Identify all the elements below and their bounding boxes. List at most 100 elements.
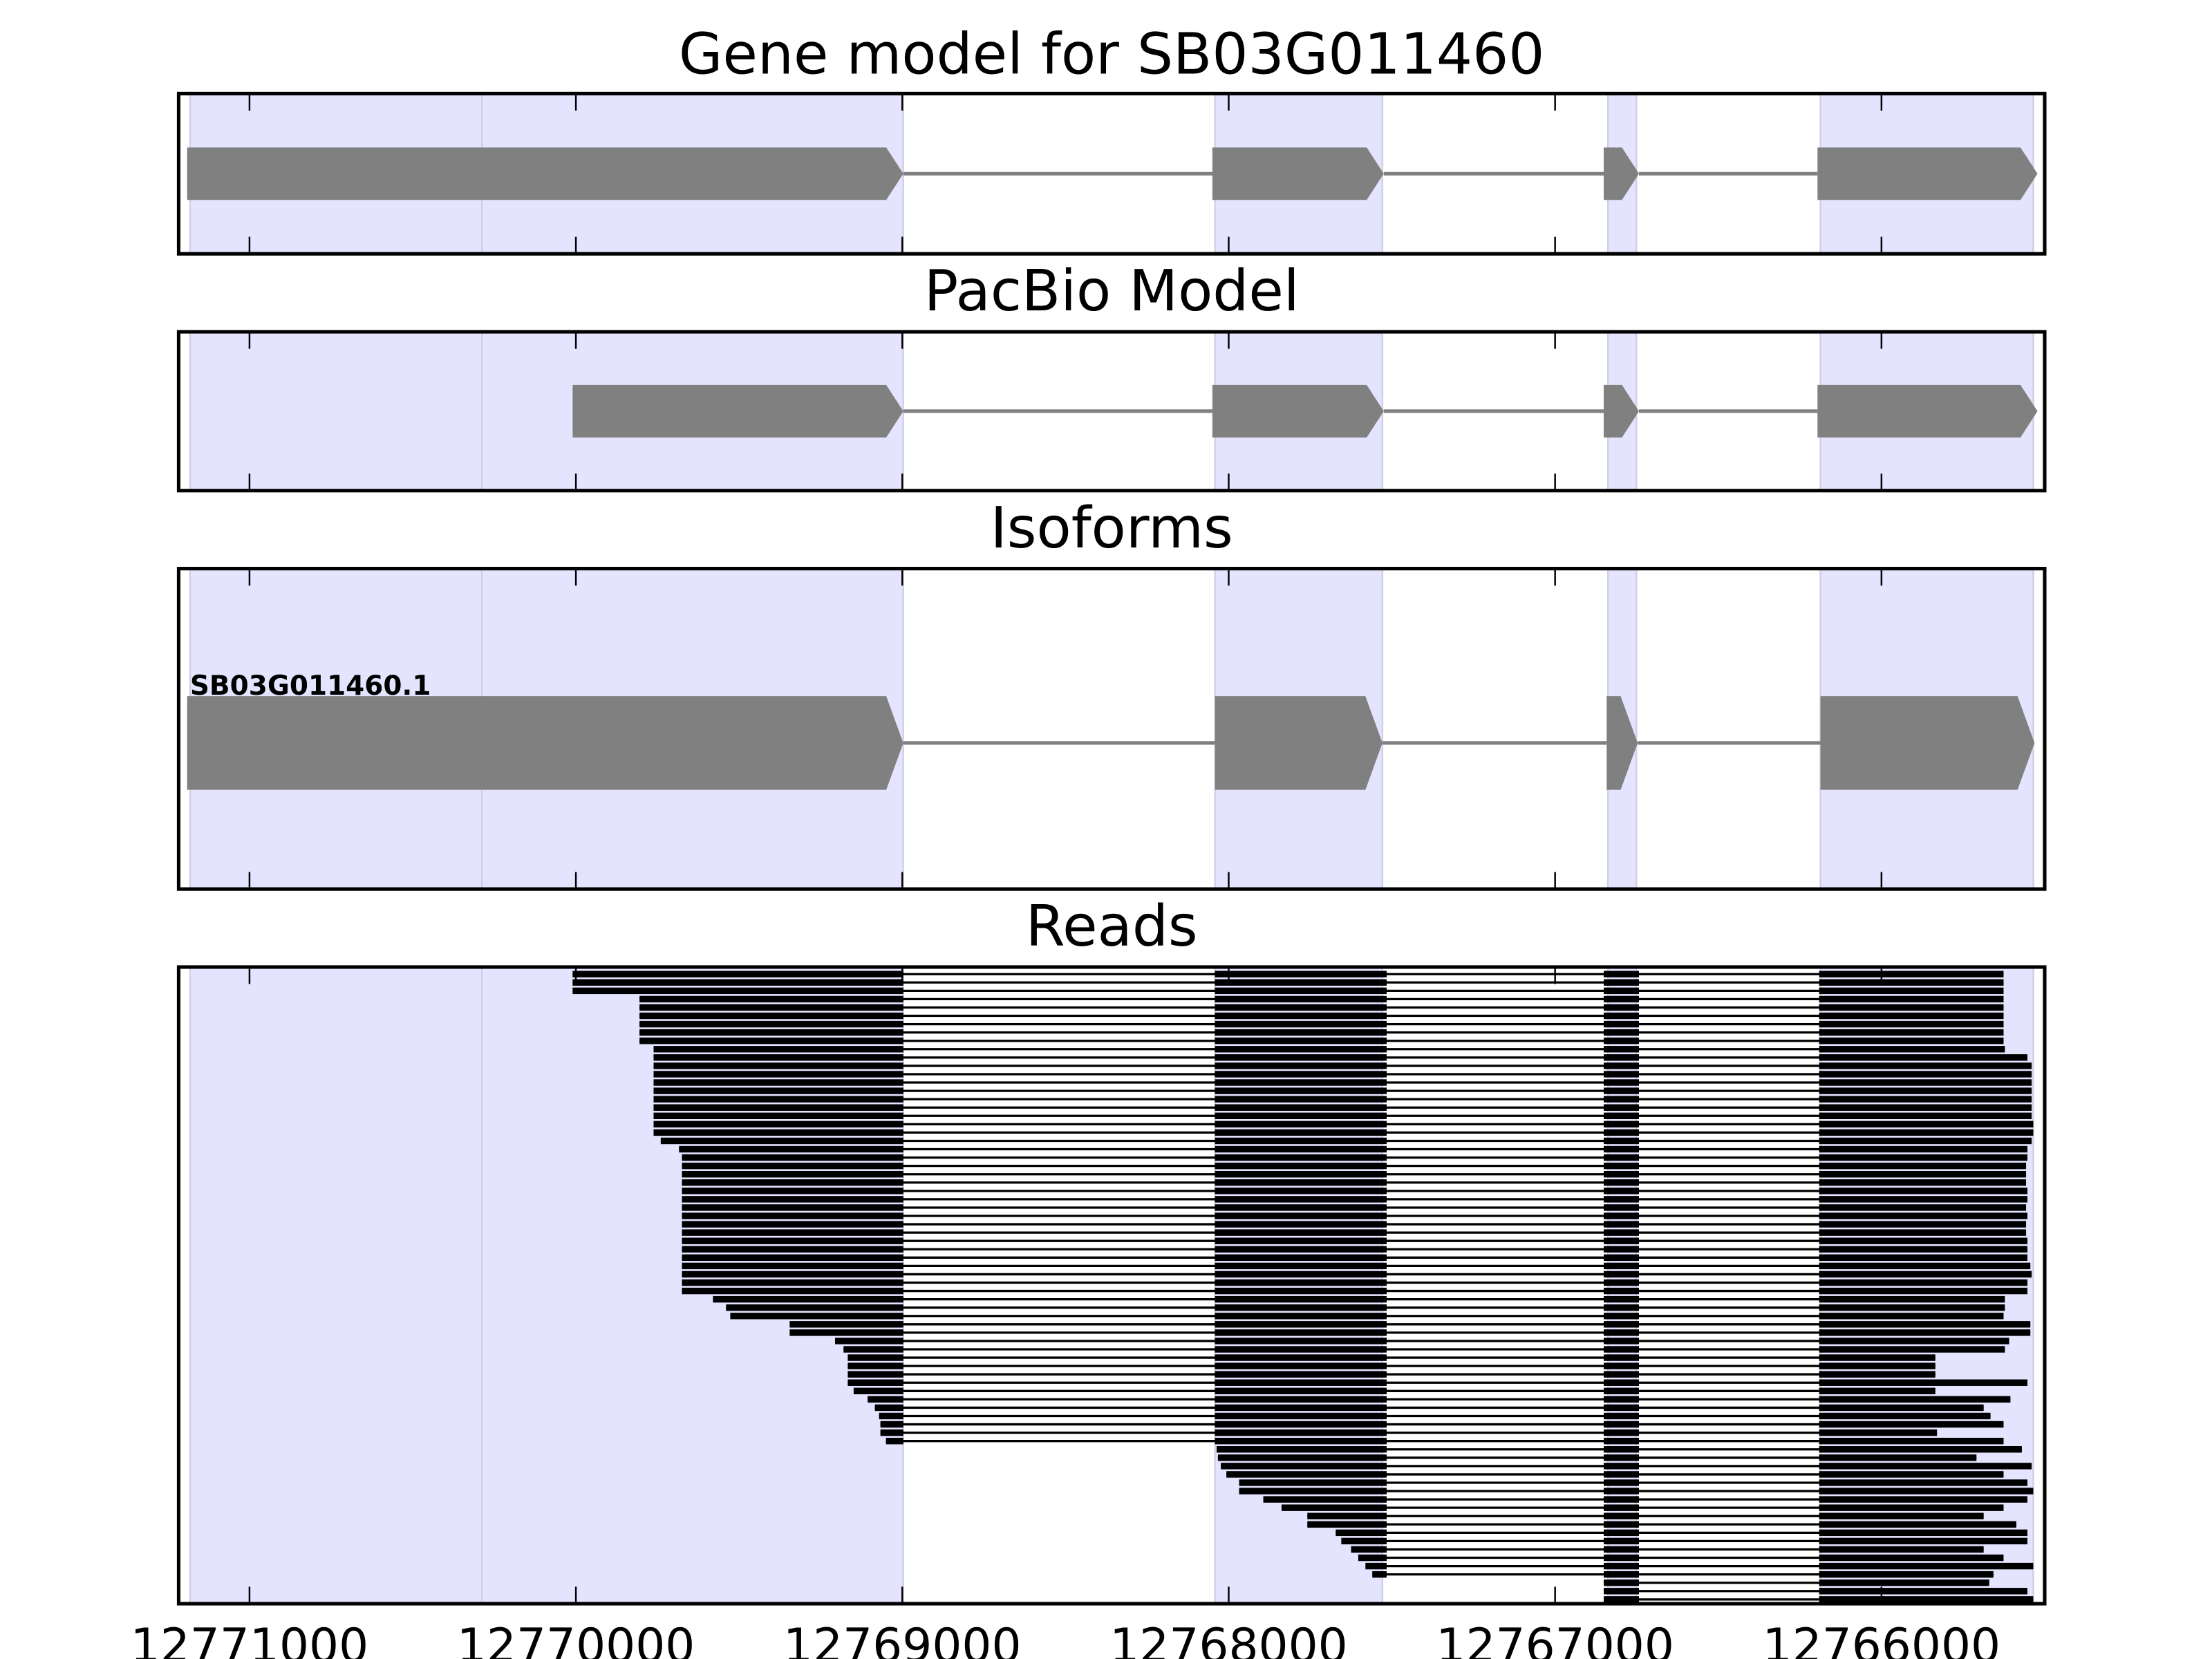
read-block	[1239, 1479, 1387, 1486]
read-block	[1819, 1446, 2022, 1453]
read-block	[1335, 1529, 1387, 1537]
isoform-exon-arrow	[1606, 696, 1638, 790]
read-block	[1819, 1062, 2032, 1069]
read-block	[1604, 1246, 1640, 1253]
read-block	[1215, 1179, 1387, 1186]
read-block	[1604, 1221, 1640, 1228]
read-block	[1239, 1488, 1387, 1494]
read-block	[682, 1154, 903, 1161]
read-block	[1604, 1237, 1640, 1244]
read-block	[682, 1204, 903, 1211]
read-block	[1217, 1454, 1387, 1461]
read-block	[1604, 1129, 1640, 1136]
read-block	[1215, 971, 1387, 977]
read-block	[1604, 1437, 1640, 1445]
read-block	[1604, 1029, 1640, 1036]
read-block	[1819, 1429, 1938, 1436]
read-block	[1604, 1421, 1640, 1428]
read-block	[1604, 1496, 1640, 1503]
read-block	[1215, 1112, 1387, 1119]
read-block	[1215, 1338, 1387, 1344]
isoform-exon-arrow	[1215, 696, 1382, 790]
read-block	[1215, 1145, 1387, 1153]
read-block	[1604, 1321, 1640, 1328]
read-block	[1819, 1221, 2027, 1228]
read-block	[1819, 1287, 2027, 1295]
read-block	[1604, 1262, 1640, 1270]
read-block	[1819, 1387, 1936, 1395]
read-block	[1215, 1287, 1387, 1295]
read-block	[682, 1179, 903, 1186]
read-block	[1215, 1396, 1387, 1403]
read-block	[1215, 1137, 1387, 1145]
reads-axes-frame	[176, 965, 2047, 1606]
read-block	[682, 1237, 903, 1244]
read-block	[1604, 1537, 1640, 1545]
read-block	[1819, 987, 2004, 995]
read-block	[1819, 1471, 2004, 1478]
read-block	[1819, 1012, 2004, 1020]
read-block	[1604, 1529, 1640, 1537]
read-block	[653, 1087, 903, 1094]
read-block	[1604, 1354, 1640, 1361]
read-block	[1351, 1546, 1387, 1553]
read-block	[1604, 1387, 1640, 1395]
read-block	[1604, 1346, 1640, 1353]
read-block	[653, 1062, 903, 1069]
read-block	[1215, 1346, 1387, 1353]
read-block	[874, 1404, 903, 1412]
read-block	[1604, 1112, 1640, 1119]
read-block	[1604, 1429, 1640, 1436]
read-block	[1358, 1554, 1387, 1562]
read-block	[1217, 1446, 1387, 1453]
read-block	[1819, 1488, 2034, 1494]
read-block	[843, 1346, 903, 1353]
read-block	[1819, 1254, 2027, 1262]
read-block	[1215, 1246, 1387, 1253]
read-block	[572, 987, 903, 995]
reads-shaded-exon-region	[189, 966, 483, 1605]
isoform-exon-arrow	[187, 696, 903, 790]
title-gene-model: Gene model for SB03G011460	[679, 22, 1545, 88]
read-block	[1604, 1121, 1640, 1128]
read-block	[1215, 1096, 1387, 1103]
read-block	[639, 1029, 903, 1036]
read-block	[1819, 1362, 1936, 1369]
read-block	[1215, 1188, 1387, 1194]
read-block	[1215, 1162, 1387, 1170]
read-block	[1215, 1038, 1387, 1044]
x-tick-label: 12767000	[1436, 1618, 1674, 1659]
read-block	[1604, 1196, 1640, 1203]
read-block	[1215, 1279, 1387, 1286]
x-tick-label: 12768000	[1109, 1618, 1348, 1659]
read-block	[1604, 1062, 1640, 1069]
read-block	[572, 971, 903, 977]
read-block	[1604, 1188, 1640, 1194]
read-block	[682, 1212, 903, 1219]
pacbio-exon-arrow	[1212, 384, 1384, 438]
read-block	[653, 1096, 903, 1103]
x-tick-label: 12769000	[783, 1618, 1022, 1659]
read-block	[1604, 1054, 1640, 1061]
read-block	[1215, 1196, 1387, 1203]
read-block	[880, 1421, 903, 1428]
read-block	[1604, 1012, 1640, 1020]
pacbio-exon-arrow	[1817, 384, 2038, 438]
gene-model-exon-arrow	[187, 147, 903, 200]
read-block	[1604, 1162, 1640, 1170]
read-block	[1819, 1237, 2027, 1244]
read-block	[1215, 1087, 1387, 1094]
read-block	[1604, 1096, 1640, 1103]
read-block	[1263, 1496, 1387, 1503]
read-block	[682, 1188, 903, 1194]
isoform-exon-arrow	[1820, 696, 2035, 790]
read-block	[1819, 1279, 2027, 1286]
x-tick-label: 12766000	[1763, 1618, 2001, 1659]
read-block	[1215, 1221, 1387, 1228]
read-block	[880, 1429, 903, 1436]
read-block	[1604, 1396, 1640, 1403]
read-block	[1604, 1571, 1640, 1578]
read-block	[639, 1020, 903, 1028]
read-block	[1215, 1371, 1387, 1378]
read-block	[639, 1038, 903, 1044]
